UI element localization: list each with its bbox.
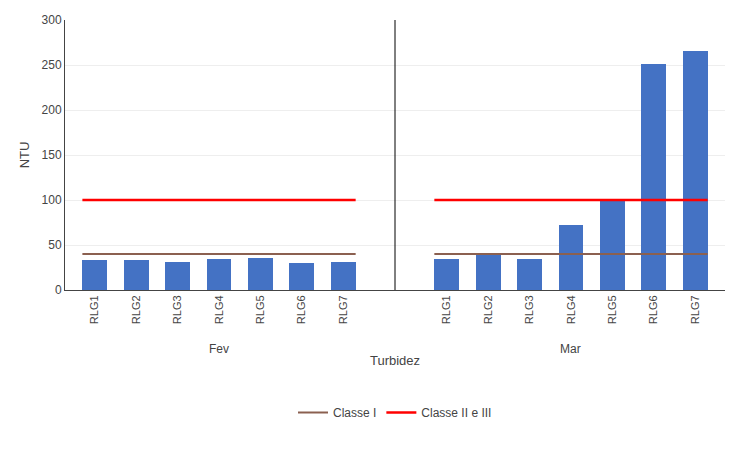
svg-text:300: 300	[42, 13, 62, 27]
svg-text:Classe I: Classe I	[333, 406, 376, 420]
svg-text:Turbidez: Turbidez	[370, 353, 420, 368]
svg-text:Mar: Mar	[560, 342, 581, 356]
svg-text:200: 200	[42, 103, 62, 117]
svg-text:RLG4: RLG4	[565, 295, 577, 324]
svg-text:RLG6: RLG6	[295, 295, 307, 324]
svg-text:RLG4: RLG4	[213, 295, 225, 324]
svg-text:RLG1: RLG1	[440, 295, 452, 324]
svg-text:RLG3: RLG3	[171, 295, 183, 324]
svg-text:RLG7: RLG7	[337, 295, 349, 324]
svg-text:RLG6: RLG6	[647, 295, 659, 324]
svg-text:RLG5: RLG5	[606, 295, 618, 324]
svg-text:RLG5: RLG5	[254, 295, 266, 324]
svg-text:50: 50	[48, 238, 62, 252]
svg-text:RLG3: RLG3	[523, 295, 535, 324]
svg-text:RLG1: RLG1	[88, 295, 100, 324]
svg-text:RLG2: RLG2	[482, 295, 494, 324]
svg-text:RLG2: RLG2	[130, 295, 142, 324]
svg-text:250: 250	[42, 58, 62, 72]
svg-text:NTU: NTU	[17, 142, 32, 169]
svg-text:150: 150	[42, 148, 62, 162]
svg-text:Classe II e III: Classe II e III	[421, 406, 491, 420]
svg-text:RLG7: RLG7	[689, 295, 701, 324]
svg-text:Fev: Fev	[209, 342, 229, 356]
svg-text:100: 100	[42, 193, 62, 207]
svg-text:0: 0	[55, 283, 62, 297]
